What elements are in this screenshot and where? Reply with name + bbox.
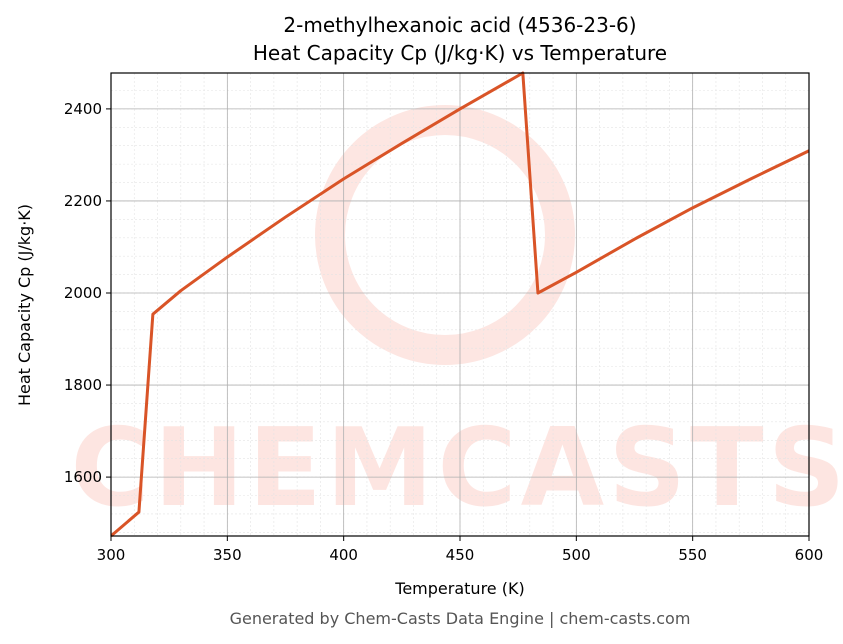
x-tick-label: 600 (795, 546, 824, 564)
x-tick-label: 300 (97, 546, 126, 564)
x-tick-label: 550 (678, 546, 707, 564)
y-axis-label: Heat Capacity Cp (J/kg·K) (15, 204, 34, 406)
watermark: CHEMCASTS (71, 406, 843, 531)
watermark-logo (315, 105, 575, 365)
x-axis-label: Temperature (K) (394, 579, 524, 598)
footer: Generated by Chem-Casts Data Engine | ch… (230, 609, 691, 628)
plot-frame (110, 72, 810, 537)
x-tick-label: 400 (329, 546, 358, 564)
data-line (111, 71, 809, 538)
y-tick-label: 1800 (64, 376, 102, 394)
chart-subtitle: Heat Capacity Cp (J/kg·K) vs Temperature (253, 41, 667, 65)
x-tick-label: 350 (213, 546, 242, 564)
y-tick-label: 2200 (64, 192, 102, 210)
y-tick-label: 2400 (64, 100, 102, 118)
x-tick-label: 500 (562, 546, 591, 564)
x-tick-label: 450 (446, 546, 475, 564)
y-tick-label: 1600 (64, 468, 102, 486)
chart-title: 2-methylhexanoic acid (4536-23-6) (283, 13, 636, 37)
y-tick-label: 2000 (64, 284, 102, 302)
